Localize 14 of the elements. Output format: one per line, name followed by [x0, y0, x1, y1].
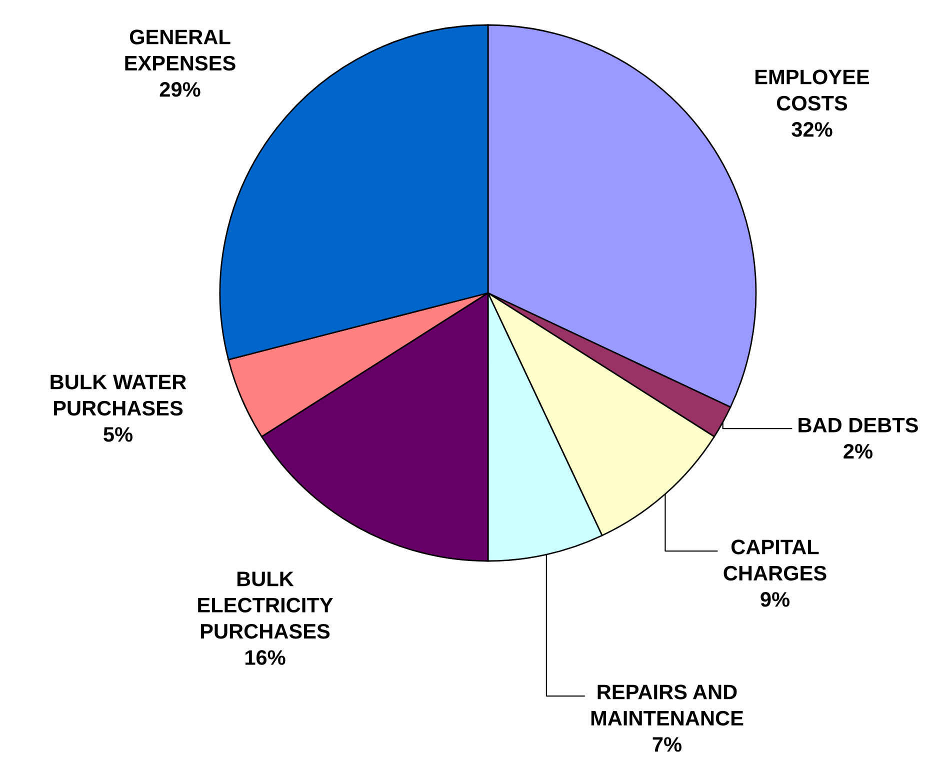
slice-label: CAPITAL CHARGES — [724, 540, 826, 581]
data-label: 9% — [760, 592, 790, 607]
slice-label: BAD DEBTS — [798, 418, 918, 432]
data-label: 32% — [792, 122, 832, 137]
data-label: 2% — [844, 444, 873, 459]
slice-label: EMPLOYEE COSTS — [756, 70, 870, 111]
data-label: 29% — [160, 82, 200, 97]
data-label: 16% — [245, 650, 286, 665]
data-label: 7% — [652, 737, 682, 752]
slice-label: BULK WATER PURCHASES — [50, 374, 186, 416]
data-label: 5% — [104, 427, 133, 442]
slice-label: REPAIRS AND MAINTENANCE — [591, 684, 744, 726]
slice-label: GENERAL EXPENSES — [125, 30, 236, 71]
slice-label: BULK ELECTRICITY PURCHASES — [198, 572, 333, 639]
